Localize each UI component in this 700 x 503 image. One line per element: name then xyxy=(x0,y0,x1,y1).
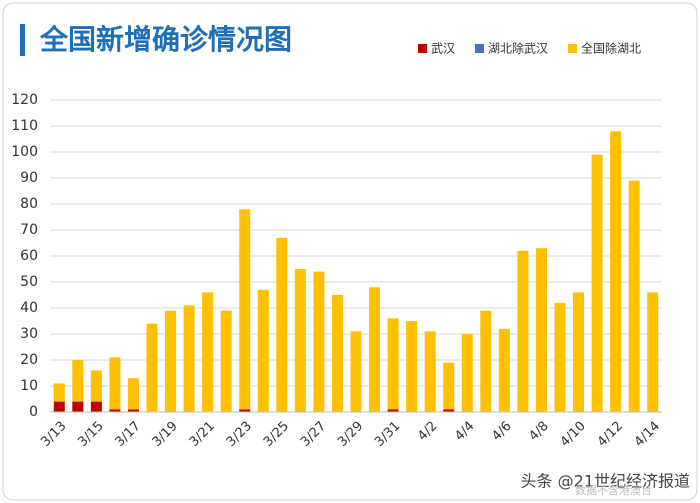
legend-swatch xyxy=(418,44,427,53)
bar-segment xyxy=(109,357,121,410)
legend-label: 武汉 xyxy=(431,42,455,56)
bar-segment xyxy=(628,180,640,412)
bar-segment xyxy=(331,295,343,412)
bar-segment xyxy=(109,409,121,412)
bar-segment xyxy=(202,292,214,412)
bar-segment xyxy=(294,269,306,412)
legend-swatch xyxy=(475,44,485,53)
bar-segment xyxy=(90,370,102,402)
bar-segment xyxy=(443,362,455,410)
bar-segment xyxy=(498,328,510,412)
bar-segment xyxy=(276,237,288,412)
legend-label: 湖北除武汉 xyxy=(488,41,548,56)
chart-title: 全国新增确诊情况图 xyxy=(39,23,292,56)
bar-segment xyxy=(72,401,84,412)
bar-segment xyxy=(424,331,436,412)
bar-segment xyxy=(554,302,566,412)
bar-segment xyxy=(387,409,399,412)
legend-label: 全国除湖北 xyxy=(581,41,641,56)
bar-segment xyxy=(387,318,399,410)
y-tick-label: 120 xyxy=(11,92,38,108)
y-tick-label: 60 xyxy=(20,248,38,264)
bar-segment xyxy=(350,331,362,412)
y-tick-label: 70 xyxy=(20,222,38,238)
legend-swatch xyxy=(568,44,578,53)
bar-segment xyxy=(313,271,325,412)
bar-segment xyxy=(573,292,585,412)
bar-segment xyxy=(239,209,251,410)
bar-segment xyxy=(480,310,492,412)
y-tick-label: 10 xyxy=(20,378,38,394)
y-tick-label: 80 xyxy=(20,196,38,212)
y-tick-label: 110 xyxy=(11,118,38,134)
y-tick-label: 50 xyxy=(20,274,38,290)
bar-segment xyxy=(610,131,622,412)
bar-segment xyxy=(90,401,102,412)
y-tick-label: 90 xyxy=(20,170,38,186)
y-tick-label: 100 xyxy=(11,144,38,160)
watermark: 头条 @21世纪经济报道 xyxy=(521,472,690,491)
y-tick-label: 20 xyxy=(20,352,38,368)
bar-segment xyxy=(461,334,473,412)
bar-segment xyxy=(146,323,158,412)
bar-segment xyxy=(591,154,603,412)
bar-segment xyxy=(53,401,65,412)
bar-segment xyxy=(220,310,232,412)
bar-segment xyxy=(517,250,529,412)
bar-segment xyxy=(53,383,65,402)
bar-segment xyxy=(127,378,139,410)
note: 数据不含港澳台 xyxy=(575,483,652,497)
bar-segment xyxy=(127,409,139,412)
title-accent xyxy=(20,24,25,56)
bar-segment xyxy=(239,409,251,412)
bar-segment xyxy=(72,360,84,402)
bar-segment xyxy=(183,305,195,412)
bar-segment xyxy=(443,409,455,412)
bar-segment xyxy=(369,287,381,412)
bar-segment xyxy=(406,321,418,412)
bar-segment xyxy=(535,248,547,412)
bar-segment xyxy=(647,292,659,412)
bar-segment xyxy=(257,289,269,412)
y-tick-label: 0 xyxy=(29,404,38,420)
y-tick-label: 30 xyxy=(20,326,38,342)
y-tick-label: 40 xyxy=(20,300,38,316)
bar-segment xyxy=(165,310,177,412)
